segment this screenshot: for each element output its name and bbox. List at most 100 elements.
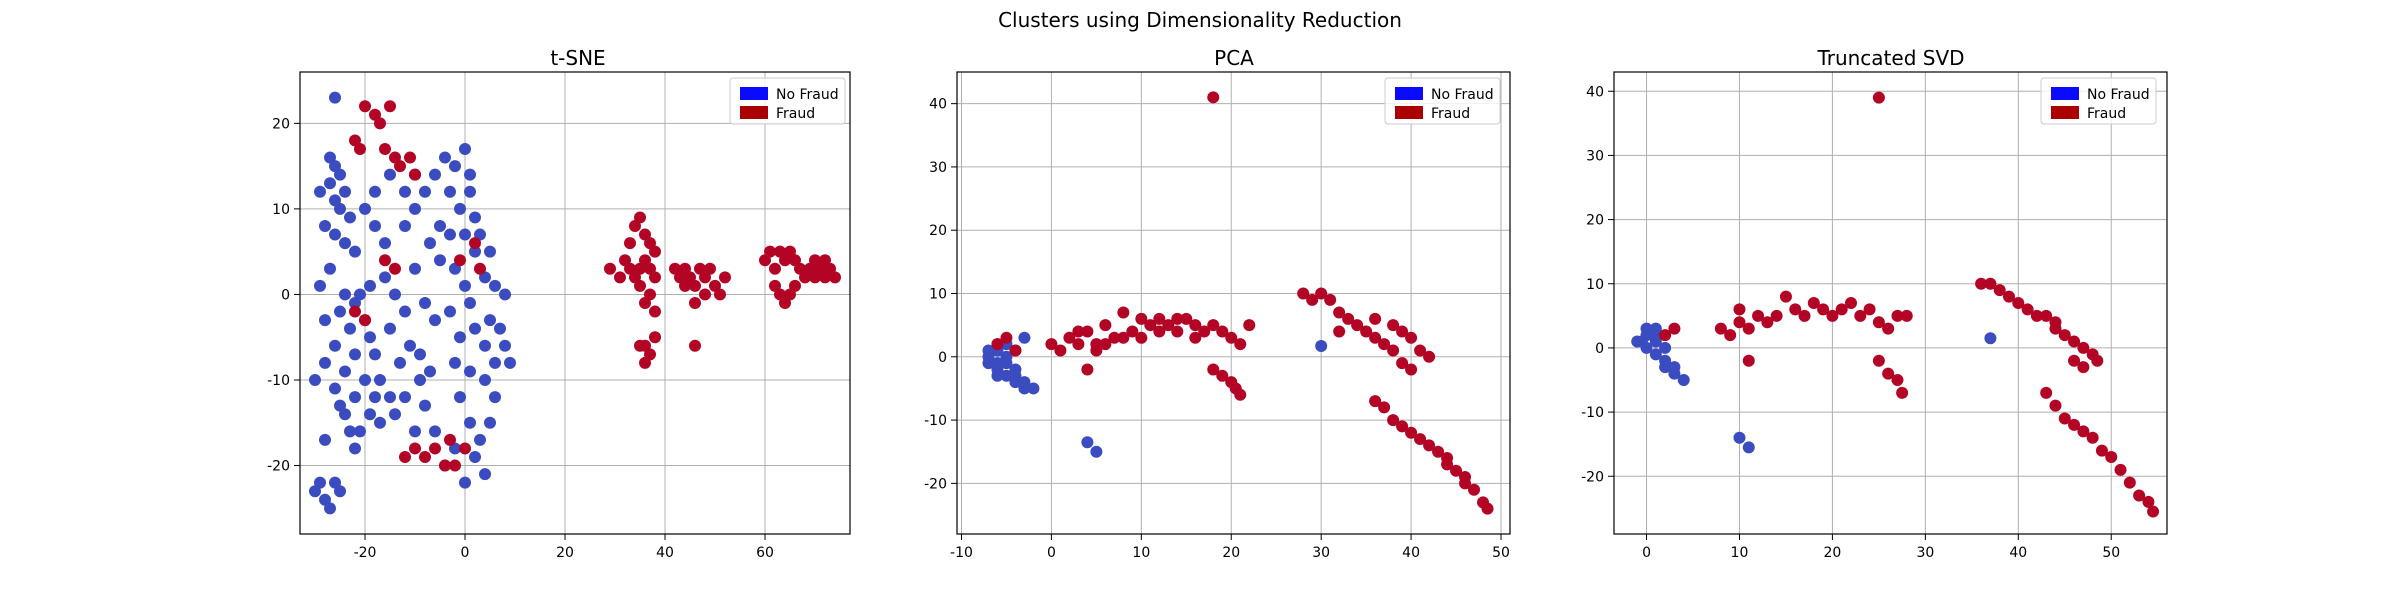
point-no-fraud [1659,341,1672,354]
legend-truncated-svd: No Fraud Fraud [2040,77,2157,125]
point-no-fraud [1000,350,1013,363]
legend-pca: No Fraud Fraud [1384,77,1501,125]
point-fraud [809,254,821,267]
point-fraud [1207,319,1220,332]
point-fraud [1872,91,1885,104]
point-no-fraud [419,399,431,412]
point-no-fraud [479,374,491,386]
point-no-fraud [424,237,436,250]
point-fraud [649,271,661,284]
point-fraud [1378,338,1391,351]
y-tick-label: 10 [929,287,947,303]
point-fraud [1900,309,1913,322]
point-fraud [634,339,646,352]
point-fraud [789,279,801,292]
point-no-fraud [469,322,481,335]
y-tick-label: -10 [924,413,947,429]
point-no-fraud [454,202,466,215]
y-tick-label: 10 [1586,277,1604,293]
legend-label-fraud: Fraud [2087,106,2126,122]
point-no-fraud [1984,332,1997,345]
point-fraud [469,237,481,250]
legend-swatch-no-fraud [2051,87,2079,100]
point-fraud [1742,322,1755,335]
point-no-fraud [439,151,451,164]
point-fraud [1126,325,1139,338]
point-no-fraud [359,374,371,386]
y-tick-label: 20 [929,223,947,239]
point-no-fraud [339,185,351,198]
point-fraud [1045,338,1058,351]
point-fraud [1324,293,1337,306]
point-no-fraud [314,476,326,489]
point-fraud [449,459,461,472]
point-fraud [764,245,776,258]
point-no-fraud [349,391,361,404]
point-fraud [1216,369,1229,382]
point-fraud [459,442,471,455]
point-fraud [1108,331,1121,344]
point-fraud [1225,331,1238,344]
point-fraud [679,279,691,292]
point-fraud [1387,319,1400,332]
point-no-fraud [414,374,426,386]
point-no-fraud [324,177,336,190]
point-fraud [639,356,651,369]
panel-tsne: t-SNE -20 0 20 40 60 -20 -10 0 10 20 No Fraud Fra… [267,46,851,561]
point-fraud [2021,303,2034,316]
point-no-fraud [419,297,431,309]
point-no-fraud [459,279,471,292]
point-fraud [991,338,1004,351]
point-fraud [1162,319,1175,332]
point-no-fraud [344,322,356,335]
x-tick-label: 10 [1731,545,1749,561]
legend-swatch-no-fraud [1395,87,1423,100]
figure-title: Clusters using Dimensionality Reduction [998,8,1402,32]
point-no-fraud [469,245,481,258]
point-fraud [1432,445,1445,458]
point-no-fraud [349,348,361,361]
point-fraud [1243,319,1256,332]
point-no-fraud [1668,367,1681,380]
point-no-fraud [399,185,411,198]
point-fraud [1099,319,1112,332]
x-tick-label: 40 [2009,545,2027,561]
point-no-fraud [479,339,491,352]
point-no-fraud [464,365,476,378]
point-fraud [2040,386,2053,399]
point-fraud [2049,399,2062,412]
point-no-fraud [489,356,501,369]
y-tick-label: 20 [1586,213,1604,229]
point-no-fraud [319,433,331,446]
point-fraud [1081,325,1094,338]
point-fraud [649,245,661,258]
point-no-fraud [349,297,361,309]
point-fraud [1891,374,1904,386]
axes-frame [1613,71,2168,535]
point-fraud [1360,325,1373,338]
point-fraud [1369,312,1382,325]
point-no-fraud [369,348,381,361]
point-fraud [1396,357,1409,370]
y-tick-label: 40 [1586,84,1604,100]
point-no-fraud [449,356,461,369]
point-no-fraud [389,288,401,301]
point-no-fraud [489,391,501,404]
point-fraud [819,254,831,267]
x-tick-label: 60 [756,545,774,561]
point-no-fraud [334,485,346,498]
point-no-fraud [464,168,476,181]
point-fraud [474,262,486,275]
point-fraud [2077,425,2090,438]
point-fraud [1984,277,1997,290]
point-no-fraud [474,433,486,446]
point-no-fraud [379,237,391,250]
point-fraud [1117,331,1130,344]
point-fraud [1171,325,1184,338]
point-no-fraud [319,356,331,369]
point-fraud [689,297,701,309]
panel-title-truncated-svd: Truncated SVD [1816,46,1964,70]
point-no-fraud [1315,340,1328,353]
point-no-fraud [339,237,351,250]
point-fraud [2095,444,2108,457]
